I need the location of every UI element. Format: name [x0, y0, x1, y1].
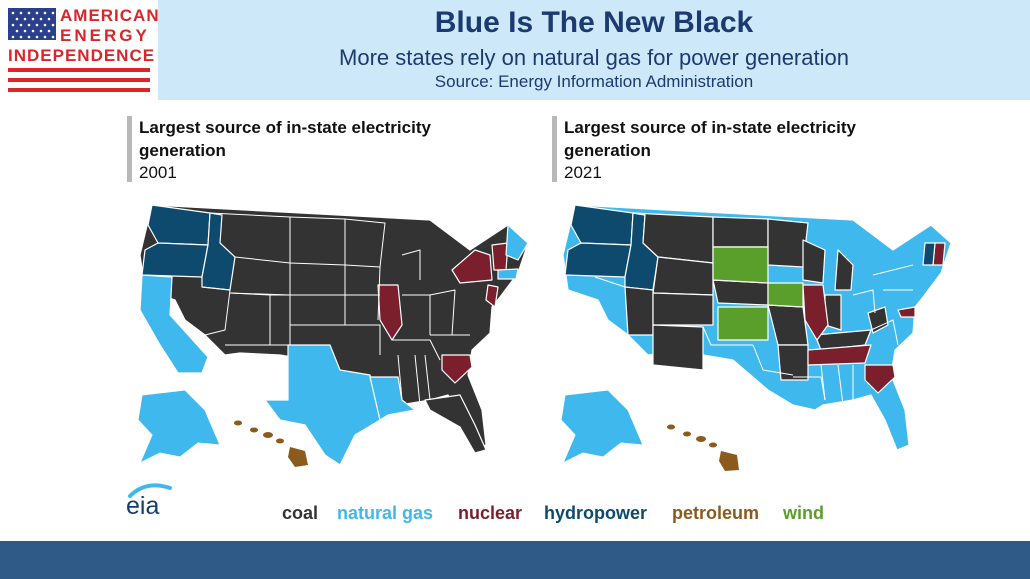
eia-logo-icon — [128, 483, 172, 498]
map-2001-massachusetts — [497, 268, 519, 280]
map-2021-utah — [624, 286, 654, 336]
panel-2021-year: 2021 — [564, 163, 602, 182]
panel-2001-accent-bar — [127, 116, 132, 182]
logo-line-2: ENERGY — [60, 26, 150, 45]
map-2001-new-jersey — [485, 284, 499, 308]
panel-2021-accent-bar — [552, 116, 557, 182]
page-subtitle: More states rely on natural gas for powe… — [339, 45, 849, 70]
map-2001-vermont-nh — [491, 242, 509, 271]
legend-hydropower: hydropower — [544, 503, 648, 523]
map-2021-alaska — [560, 389, 644, 465]
panel-2021-title-line2: generation — [564, 141, 651, 160]
legend-nuclear: nuclear — [458, 503, 523, 523]
map-2001-florida — [424, 394, 487, 454]
map-2021-oregon — [564, 242, 632, 278]
map-2001-alaska — [137, 389, 221, 465]
map-2021 — [560, 204, 952, 471]
eia-logo-text: eia — [126, 492, 160, 520]
logo-stripes — [8, 68, 150, 92]
legend-wind: wind — [783, 503, 824, 523]
map-2021-hawaii — [667, 424, 739, 471]
legend-coal: coal — [282, 503, 319, 523]
footer-bar — [0, 541, 1030, 579]
panel-2001-title-line2: generation — [139, 141, 226, 160]
map-2021-illinois — [802, 284, 829, 341]
map-2021-south-dakota — [712, 246, 769, 284]
map-2001-maine — [505, 224, 529, 261]
map-2001 — [137, 204, 529, 467]
map-2001-oregon — [141, 242, 209, 278]
header-band — [0, 0, 1030, 100]
page-title: Blue Is The New Black — [434, 6, 754, 39]
map-2021-north-dakota — [712, 216, 769, 248]
panel-2021-title-line1: Largest source of in-state electricity — [564, 118, 856, 137]
source-note: Source: Energy Information Administratio… — [434, 72, 754, 91]
map-2021-tennessee — [807, 344, 872, 366]
map-2001-louisiana — [369, 376, 416, 421]
map-2021-vermont — [922, 242, 936, 266]
map-2021-michigan — [834, 249, 854, 291]
us-flag-icon — [8, 8, 56, 40]
map-2001-south-carolina — [441, 354, 473, 384]
legend-petroleum: petroleum — [672, 503, 760, 523]
map-2021-arkansas — [777, 344, 809, 381]
map-2001-hawaii — [234, 420, 308, 467]
logo: AMERICAN ENERGY INDEPENDENCE — [0, 0, 160, 100]
map-2001-illinois — [377, 284, 403, 341]
map-2021-maryland — [897, 306, 916, 318]
map-2001-texas — [264, 344, 381, 466]
map-2021-south-carolina — [864, 364, 896, 394]
panel-2001-year: 2001 — [139, 163, 177, 182]
map-2021-wyoming — [652, 256, 714, 296]
map-2021-kansas — [717, 306, 769, 341]
logo-line-1: AMERICAN — [60, 6, 160, 25]
map-2021-iowa — [767, 282, 804, 308]
map-2021-nebraska — [712, 279, 769, 306]
panel-2001-title: Largest source of in-state electricity g… — [129, 116, 431, 162]
panel-2001-title-line1: Largest source of in-state electricity — [139, 118, 431, 137]
legend-natural-gas: natural gas — [337, 503, 434, 523]
logo-line-3: INDEPENDENCE — [8, 46, 156, 65]
map-2021-minnesota — [767, 218, 809, 268]
map-2021-colorado — [652, 292, 714, 326]
map-2001-california — [139, 274, 209, 374]
map-2021-new-mexico — [652, 324, 704, 371]
map-2021-wisconsin — [802, 239, 826, 284]
map-2021-west-virginia — [867, 306, 889, 334]
panel-2021-title: Largest source of in-state electricity g… — [554, 116, 856, 162]
map-2001-new-york — [451, 249, 493, 284]
